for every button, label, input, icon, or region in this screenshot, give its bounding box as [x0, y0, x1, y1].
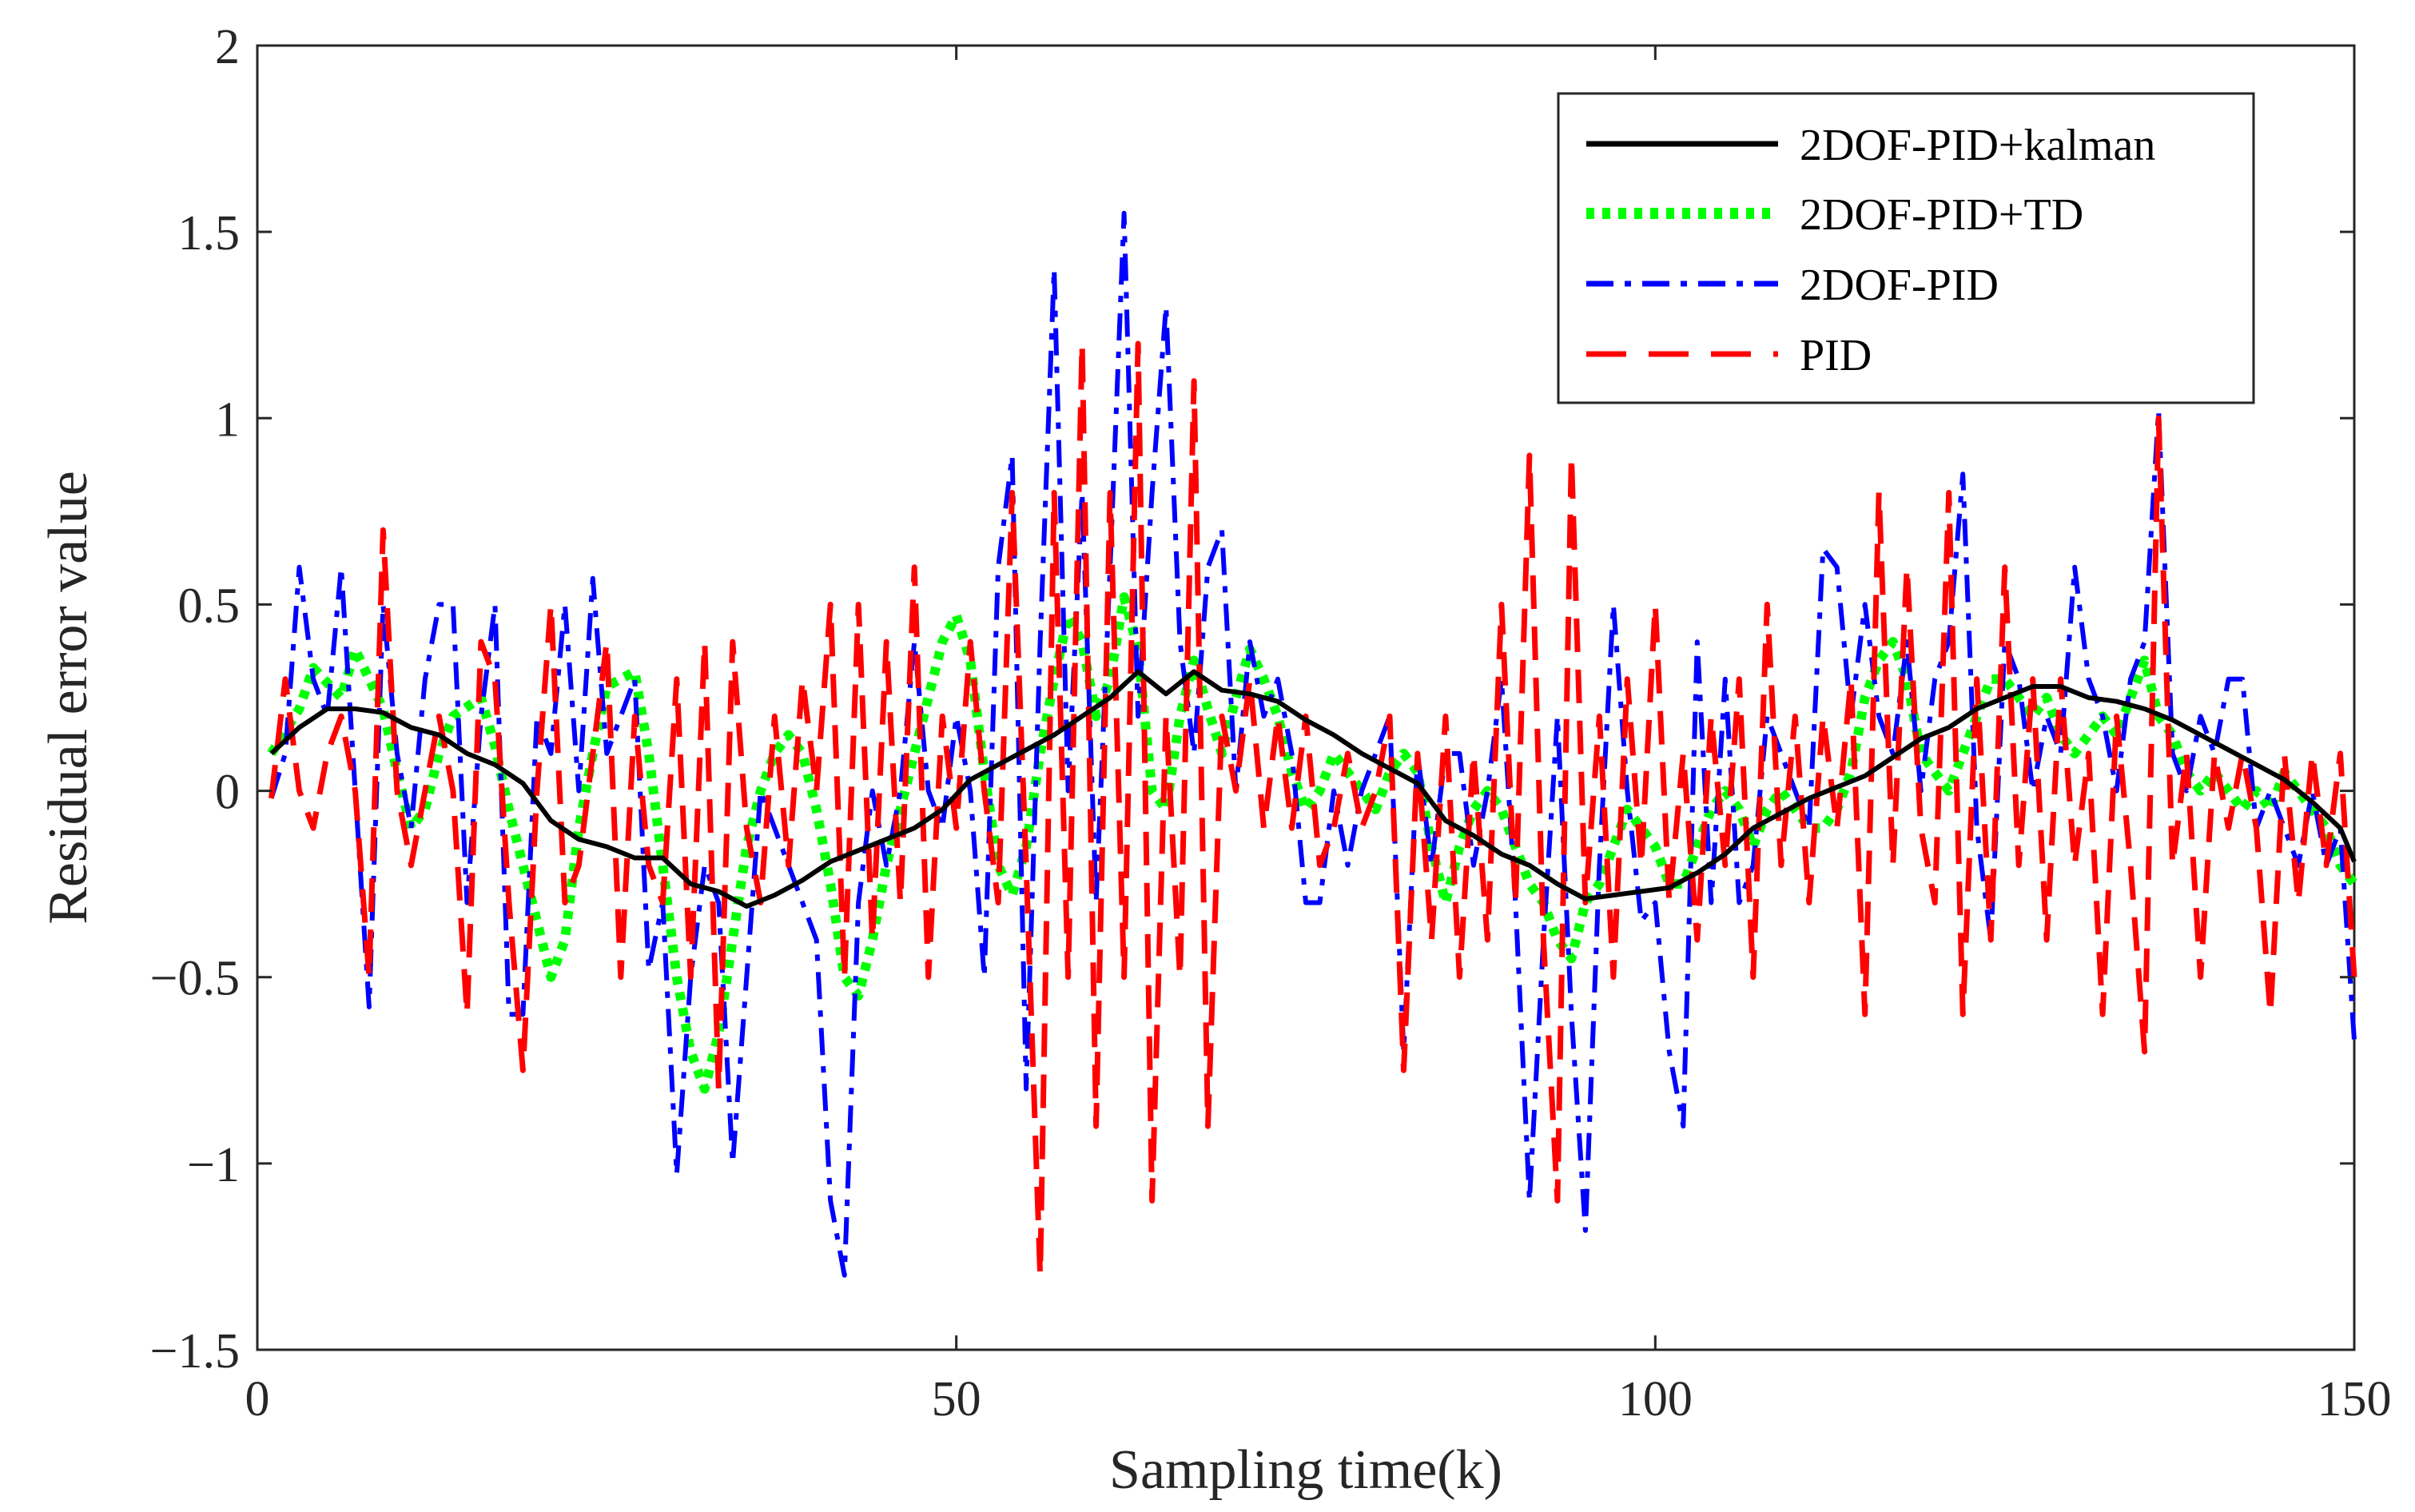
legend-entries: 2DOF-PID+kalman 2DOF-PID+TD 2DOF-PID PID [1586, 121, 2155, 380]
legend-label: 2DOF-PID [1800, 261, 1999, 310]
y-tick-label: −0.5 [150, 952, 240, 1006]
series-line-pid [269, 340, 2357, 1279]
y-tick-label: 1 [215, 392, 240, 447]
series-line-2dof-pid-td [267, 592, 2358, 1094]
x-tick-label: 0 [245, 1372, 270, 1426]
y-axis-title: Residual error value [38, 471, 99, 925]
series-line-2dof-pid [269, 210, 2357, 1278]
legend-label: 2DOF-PID+TD [1800, 190, 2083, 240]
x-tick-label: 150 [2318, 1372, 2392, 1426]
axes-layer: 0 50 100 150 −1.5 −1 −0.5 0 0.5 1 1.5 2 [150, 20, 2392, 1426]
x-tick-label: 100 [1618, 1372, 1693, 1426]
x-tick-label: 50 [932, 1372, 981, 1426]
x-axis-title: Sampling time(k) [1109, 1439, 1502, 1501]
y-tick-label: 2 [215, 20, 240, 74]
y-tick-label: 1.5 [178, 206, 241, 261]
legend-label: PID [1800, 331, 1872, 380]
y-tick-label: 0.5 [178, 579, 241, 633]
y-tick-label: −1 [187, 1138, 240, 1192]
y-tick-label: −1.5 [150, 1324, 240, 1379]
legend: 2DOF-PID+kalman 2DOF-PID+TD 2DOF-PID PID [1557, 92, 2255, 404]
series-line-2dof-pid-kalman [269, 669, 2357, 909]
series-layer [267, 210, 2358, 1279]
legend-label: 2DOF-PID+kalman [1800, 121, 2155, 170]
y-tick-label: 0 [215, 766, 240, 820]
